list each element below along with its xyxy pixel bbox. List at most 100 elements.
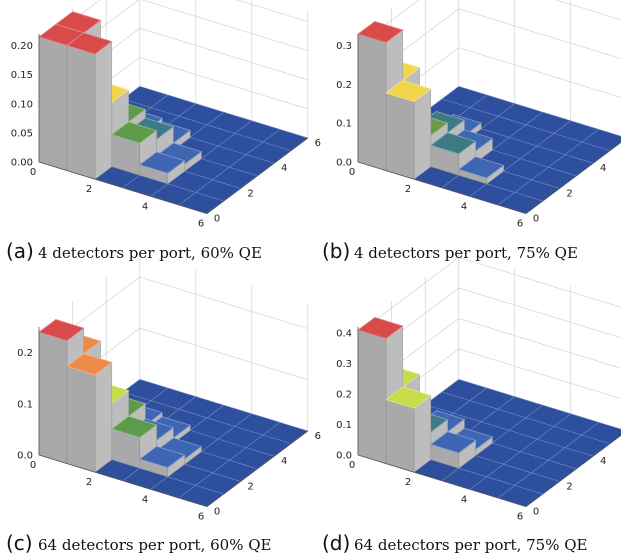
x-tick-label: 4: [461, 201, 467, 212]
z-tick-label: 0.05: [11, 128, 33, 139]
x-tick-label: 6: [198, 219, 204, 230]
x-tick-label: 2: [405, 477, 411, 488]
z-tick-label: 0.10: [11, 99, 33, 110]
floor-cell: [581, 129, 621, 151]
bars: [38, 11, 203, 185]
bar-top: [385, 79, 432, 103]
gridline: [139, 27, 308, 81]
gridline: [458, 8, 621, 59]
bar: [385, 386, 432, 473]
x-tick-label: 4: [142, 494, 148, 505]
y-tick-label: 4: [281, 163, 287, 174]
bar-top: [66, 353, 113, 376]
x-tick-label: 2: [86, 184, 92, 195]
x-axis-line: [38, 161, 208, 214]
bar: [385, 79, 432, 180]
bar-side: [357, 33, 387, 171]
z-tick-label: 0.0: [336, 451, 352, 462]
floor-cell: [581, 422, 621, 444]
gridline: [139, 57, 308, 110]
gridline: [458, 287, 621, 339]
bar-top: [110, 121, 158, 144]
y-tick-label: 0: [533, 507, 539, 518]
bar-side: [38, 331, 68, 464]
caption-c: (c) 64 detectors per port, 60% QE: [6, 531, 271, 555]
x-tick-label: 6: [517, 512, 523, 523]
z-tick-label: 0.2: [17, 348, 33, 359]
caption-letter: (d): [322, 531, 350, 555]
z-tick-label: 0.20: [11, 41, 33, 52]
x-tick-label: 4: [142, 201, 148, 212]
caption-text: 64 detectors per port, 75% QE: [354, 536, 587, 554]
bar: [457, 156, 505, 185]
bar-top: [110, 415, 158, 438]
y-axis-line: [525, 434, 621, 507]
bar-side: [385, 399, 415, 473]
caption-letter: (b): [322, 239, 350, 263]
z-tick-label: 0.3: [336, 359, 352, 370]
gridline: [139, 327, 308, 381]
x-tick-label: 6: [198, 512, 204, 523]
y-tick-label: 4: [600, 456, 606, 467]
bar-top: [138, 445, 186, 469]
caption-letter: (c): [6, 531, 33, 555]
z-tick-label: 0.0: [17, 451, 33, 462]
gridline: [458, 47, 621, 98]
x-tick-label: 6: [517, 219, 523, 230]
bar-side: [357, 329, 387, 464]
x-axis-line: [357, 161, 527, 214]
y-tick-label: 0: [214, 507, 220, 518]
z-tick-label: 0.1: [336, 119, 352, 130]
bar-top: [38, 319, 85, 342]
z-tick-label: 0.2: [336, 80, 352, 91]
y-tick-label: 2: [247, 188, 253, 199]
y-axis-line: [525, 141, 621, 214]
y-tick-label: 2: [566, 481, 572, 492]
x-tick-label: 0: [30, 167, 36, 178]
bar-top: [357, 20, 404, 44]
y-axis-line: [206, 137, 309, 214]
y-tick-label: 4: [600, 163, 606, 174]
caption-text: 4 detectors per port, 75% QE: [354, 244, 578, 262]
z-tick-label: 0.3: [336, 41, 352, 52]
panel-b: 0.00.10.20.302460246: [336, 0, 621, 230]
y-tick-label: 2: [566, 188, 572, 199]
caption-letter: (a): [6, 239, 34, 263]
x-axis-line: [357, 454, 527, 507]
x-tick-label: 4: [461, 494, 467, 505]
bar-side: [413, 88, 432, 180]
z-tick-label: 0.15: [11, 70, 33, 81]
x-tick-label: 0: [349, 167, 355, 178]
z-tick-label: 0.2: [336, 390, 352, 401]
bar: [66, 32, 113, 180]
y-tick-label: 0: [533, 214, 539, 225]
gridline: [555, 0, 621, 21]
bar-top: [385, 386, 432, 409]
caption-a: (a) 4 detectors per port, 60% QE: [6, 239, 262, 263]
bar: [429, 431, 477, 469]
caption-b: (b) 4 detectors per port, 75% QE: [322, 239, 578, 263]
bar-top: [457, 156, 505, 179]
z-tick-label: 0.0: [336, 158, 352, 169]
y-tick-label: 6: [315, 431, 321, 442]
x-tick-label: 0: [30, 460, 36, 471]
axes: 0.00.10.20.30.402460246: [336, 327, 621, 523]
bars: [357, 20, 505, 185]
bar-top: [357, 316, 404, 340]
bar: [138, 445, 186, 478]
x-tick-label: 0: [349, 460, 355, 471]
bars: [38, 319, 203, 478]
bar-side: [385, 92, 415, 180]
y-axis-line: [206, 430, 309, 507]
bar-side: [94, 361, 113, 473]
caption-text: 4 detectors per port, 60% QE: [38, 244, 262, 262]
bar-top: [66, 32, 113, 55]
bar-side: [66, 365, 96, 473]
gridline: [458, 257, 621, 308]
bar-side: [66, 45, 96, 180]
x-tick-label: 2: [86, 477, 92, 488]
